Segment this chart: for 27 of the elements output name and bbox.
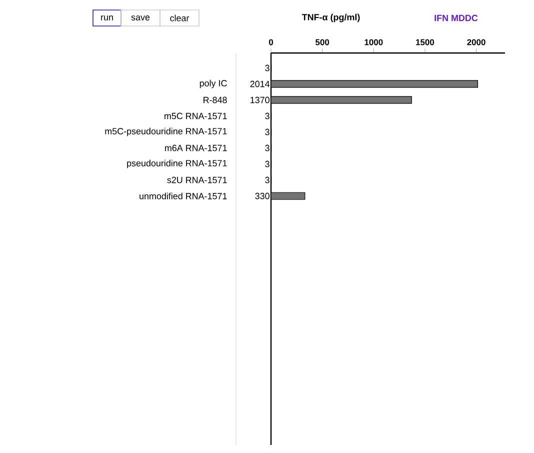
data-label: 3 — [265, 128, 270, 136]
y-tick-label: s2U RNA-1571 — [167, 176, 227, 184]
y-tick-label: m5C-pseudouridine RNA-1571 — [105, 128, 227, 136]
chart-subtitle: IFN MDDC — [434, 14, 478, 22]
y-tick-label: pseudouridine RNA-1571 — [127, 160, 227, 168]
y-tick-label: poly IC — [200, 80, 227, 88]
data-label: 3 — [265, 160, 270, 168]
x-tick-label: 500 — [316, 39, 330, 46]
y-tick-label: m6A RNA-1571 — [165, 144, 227, 152]
y-tick-label: unmodified RNA-1571 — [140, 192, 227, 200]
data-label: 3 — [265, 144, 270, 152]
y-tick-label: m5C RNA-1571 — [164, 112, 227, 120]
data-label: 1370 — [250, 96, 270, 104]
data-label: 330 — [255, 192, 270, 200]
x-tick-label: 2000 — [467, 39, 486, 46]
text: clear — [170, 14, 190, 22]
x-tick-label: 0 — [268, 39, 274, 46]
data-label: 3 — [265, 64, 270, 72]
data-label: 2014 — [250, 80, 270, 88]
data-label: 3 — [265, 176, 270, 184]
text: run — [101, 16, 113, 20]
x-tick-label: 1500 — [416, 39, 434, 46]
text: save — [131, 16, 150, 20]
chart-title: TNF-α (pg/ml) — [302, 14, 360, 22]
x-tick-label: 1000 — [364, 39, 383, 46]
y-tick-label: R-848 — [204, 96, 227, 104]
data-label: 3 — [265, 112, 270, 120]
